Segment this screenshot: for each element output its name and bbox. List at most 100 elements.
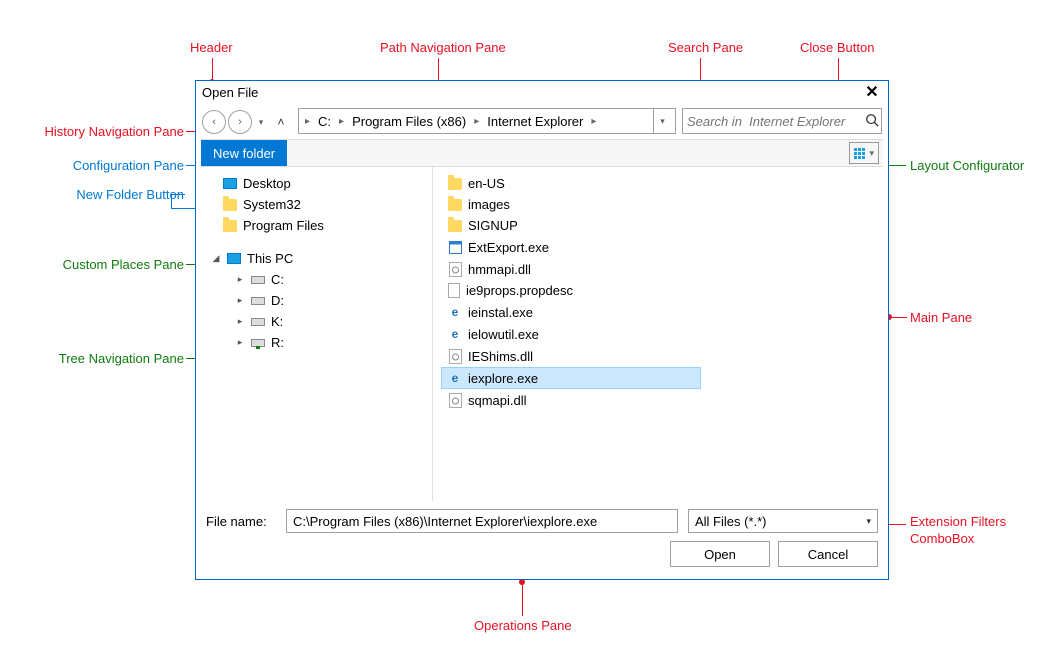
place-item-program-files[interactable]: Program Files <box>205 215 428 236</box>
tree-navigation-pane: ◢ This PC ▸ C: ▸ D: ▸ K: <box>201 242 432 359</box>
anno-history-nav: History Navigation Pane <box>14 124 184 141</box>
chevron-right-icon: ▸ <box>472 116 481 127</box>
anno-new-folder-btn: New Folder Button <box>14 187 184 204</box>
place-label: Desktop <box>243 176 291 191</box>
file-row[interactable]: images <box>441 194 875 215</box>
ie-icon: e <box>448 326 462 342</box>
network-drive-icon <box>251 339 265 347</box>
dialog-header: Open File ✕ <box>196 81 888 105</box>
anno-close-btn: Close Button <box>800 40 874 57</box>
expand-icon[interactable]: ▸ <box>235 337 245 348</box>
anno-main-pane: Main Pane <box>910 310 972 327</box>
anno-header: Header <box>190 40 233 57</box>
chevron-down-icon: ▾ <box>866 516 871 527</box>
cancel-button[interactable]: Cancel <box>778 541 878 567</box>
folder-icon <box>448 220 462 232</box>
desktop-icon <box>223 178 237 189</box>
file-row[interactable]: hmmapi.dll <box>441 258 875 280</box>
file-row[interactable]: eiexplore.exe <box>441 367 701 389</box>
extension-filter-combobox[interactable]: All Files (*.*) ▾ <box>688 509 878 533</box>
file-row[interactable]: ie9props.propdesc <box>441 280 875 301</box>
collapse-icon[interactable]: ◢ <box>211 253 221 264</box>
exe-icon <box>448 239 462 255</box>
file-name: hmmapi.dll <box>468 262 531 277</box>
place-item-system32[interactable]: System32 <box>205 194 428 215</box>
file-row[interactable]: en-US <box>441 173 875 194</box>
search-input[interactable] <box>687 114 865 129</box>
expand-icon[interactable]: ▸ <box>235 295 245 306</box>
tree-drive[interactable]: ▸ D: <box>205 290 428 311</box>
folder-icon <box>448 199 462 211</box>
open-button[interactable]: Open <box>670 541 770 567</box>
path-dropdown[interactable]: ▾ <box>653 109 671 133</box>
file-name: ieinstal.exe <box>468 305 533 320</box>
anno-search-pane: Search Pane <box>668 40 743 57</box>
file-name: ie9props.propdesc <box>466 283 573 298</box>
file-row[interactable]: e ieinstal.exe <box>441 301 875 323</box>
drive-icon <box>251 318 265 326</box>
main-pane: en-US images SIGNUP ExtExport.exe hmmapi.dll… <box>433 167 883 501</box>
dialog-title: Open File <box>202 85 258 100</box>
forward-button[interactable]: › <box>228 110 252 134</box>
breadcrumb-item[interactable]: Program Files (x86) <box>348 114 470 129</box>
file-name: iexplore.exe <box>468 371 538 386</box>
breadcrumb-item[interactable]: Internet Explorer <box>483 114 587 129</box>
filter-value: All Files (*.*) <box>695 514 767 529</box>
tree-drive[interactable]: ▸ C: <box>205 269 428 290</box>
body-row: Desktop System32 Program Files ◢ This PC <box>201 167 883 501</box>
grid-icon <box>854 148 865 159</box>
filename-input[interactable] <box>286 509 678 533</box>
button-row: Open Cancel <box>206 541 878 567</box>
path-navigation-pane[interactable]: ▸ C: ▸ Program Files (x86) ▸ Internet Ex… <box>298 108 676 134</box>
expand-icon[interactable]: ▸ <box>235 316 245 327</box>
dll-icon <box>448 261 462 277</box>
file-icon <box>448 283 460 298</box>
filename-label: File name: <box>206 514 276 529</box>
operations-pane: File name: All Files (*.*) ▾ Open Cancel <box>196 501 888 579</box>
chevron-right-icon: ▸ <box>337 116 346 127</box>
up-button[interactable]: ˄ <box>270 110 292 134</box>
anno-tree-nav: Tree Navigation Pane <box>14 351 184 368</box>
anno-layout-config: Layout Configurator <box>910 158 1024 175</box>
place-label: System32 <box>243 197 301 212</box>
file-name: sqmapi.dll <box>468 393 527 408</box>
layout-configurator[interactable]: ▾ <box>849 142 879 164</box>
back-button[interactable]: ‹ <box>202 110 226 134</box>
file-name: ielowutil.exe <box>468 327 539 342</box>
history-navigation-pane: ‹ › ▾ ˄ <box>202 108 292 136</box>
custom-places-pane: Desktop System32 Program Files <box>201 167 432 242</box>
left-panes: Desktop System32 Program Files ◢ This PC <box>201 167 433 501</box>
file-name: SIGNUP <box>468 218 518 233</box>
new-folder-button[interactable]: New folder <box>201 140 287 166</box>
file-row[interactable]: sqmapi.dll <box>441 389 875 411</box>
history-dropdown[interactable]: ▾ <box>254 110 268 134</box>
file-name: en-US <box>468 176 505 191</box>
file-row[interactable]: SIGNUP <box>441 215 875 236</box>
file-row[interactable]: e ielowutil.exe <box>441 323 875 345</box>
folder-icon <box>448 178 462 190</box>
chevron-down-icon: ▾ <box>869 148 874 159</box>
chevron-right-icon: ▸ <box>303 116 312 127</box>
open-file-dialog: Open File ✕ ‹ › ▾ ˄ ▸ C: ▸ Program Files… <box>195 80 889 580</box>
anno-ext-filter: Extension Filters ComboBox <box>910 514 1006 548</box>
close-icon[interactable]: ✕ <box>862 82 882 102</box>
file-row[interactable]: ExtExport.exe <box>441 236 875 258</box>
tree-drive[interactable]: ▸ K: <box>205 311 428 332</box>
tree-label: D: <box>271 293 284 308</box>
folder-icon <box>223 199 237 211</box>
expand-icon[interactable]: ▸ <box>235 274 245 285</box>
ie-icon: e <box>448 304 462 320</box>
breadcrumb-item[interactable]: C: <box>314 114 335 129</box>
search-icon[interactable] <box>865 113 879 130</box>
file-row[interactable]: IEShims.dll <box>441 345 875 367</box>
folder-icon <box>223 220 237 232</box>
tree-drive[interactable]: ▸ R: <box>205 332 428 353</box>
anno-config-pane: Configuration Pane <box>14 158 184 175</box>
pc-icon <box>227 253 241 264</box>
file-name: images <box>468 197 510 212</box>
tree-root-this-pc[interactable]: ◢ This PC <box>205 248 428 269</box>
place-item-desktop[interactable]: Desktop <box>205 173 428 194</box>
configuration-pane: New folder ▾ <box>201 139 883 167</box>
anno-path-nav: Path Navigation Pane <box>380 40 506 57</box>
tree-label: C: <box>271 272 284 287</box>
